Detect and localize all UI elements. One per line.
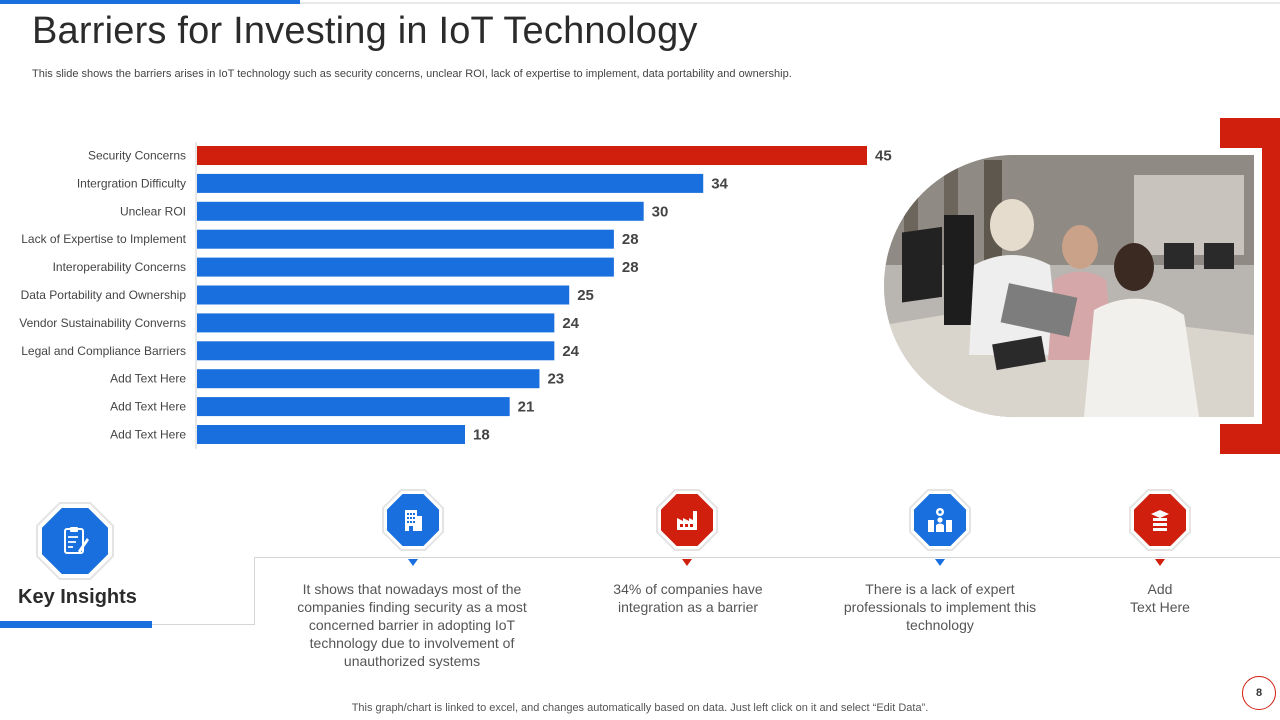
bar-6[interactable]: [197, 285, 570, 305]
page-number: 8: [1242, 676, 1276, 710]
value-label-1: 45: [875, 148, 892, 165]
professionals-icon: [928, 508, 952, 532]
insight-pointer-1: [408, 559, 418, 566]
bar-7[interactable]: [197, 313, 555, 333]
bar-8[interactable]: [197, 341, 555, 361]
insight-badge-4: [1129, 489, 1191, 551]
insight-badge-2: [656, 489, 718, 551]
category-label-2: Intergration Difficulty: [77, 176, 186, 190]
category-label-6: Data Portability and Ownership: [21, 288, 187, 302]
insight-text-2: 34% of companies have integration as a b…: [613, 581, 763, 615]
notepad-icon: [64, 527, 89, 554]
bar-chart[interactable]: Security Concerns 45 Intergration Difficul…: [0, 130, 900, 460]
value-label-3: 30: [652, 203, 669, 220]
bar-2[interactable]: [197, 173, 704, 193]
insight-pointer-2: [682, 559, 692, 566]
factory-icon: [677, 511, 697, 530]
bar-5[interactable]: [197, 257, 614, 277]
value-label-7: 24: [562, 315, 579, 332]
category-label-7: Vendor Sustainability Converns: [19, 316, 186, 330]
category-label-1: Security Concerns: [88, 149, 186, 163]
insight-text-4: Add Text Here: [1130, 581, 1190, 615]
insight-pointer-3: [935, 559, 945, 566]
insight-text-3: There is a lack of expert professionals …: [843, 581, 1037, 633]
category-label-4: Lack of Expertise to Implement: [21, 232, 186, 246]
value-label-9: 23: [547, 371, 564, 388]
top-accent-bar: [0, 0, 300, 4]
key-insights-heading: Key Insights: [18, 586, 137, 608]
category-label-11: Add Text Here: [110, 428, 186, 442]
category-label-8: Legal and Compliance Barriers: [21, 344, 186, 358]
insight-badge-3: [909, 489, 971, 551]
bar-3[interactable]: [197, 201, 644, 221]
insight-pointer-4: [1155, 559, 1165, 566]
office-building-icon: [405, 510, 422, 531]
insight-text-1: It shows that nowadays most of the compa…: [297, 581, 527, 669]
bar-1[interactable]: [197, 146, 867, 165]
insight-divider-vertical: [254, 557, 255, 625]
bar-9[interactable]: [197, 369, 540, 389]
value-label-5: 28: [622, 259, 639, 276]
stacked-books-icon: [1151, 510, 1169, 531]
insight-accent-bar: [0, 621, 152, 628]
value-label-6: 25: [577, 287, 594, 304]
value-label-11: 18: [473, 427, 490, 444]
value-label-10: 21: [518, 399, 535, 416]
category-label-3: Unclear ROI: [120, 204, 186, 218]
bar-10[interactable]: [197, 397, 510, 417]
category-label-9: Add Text Here: [110, 372, 186, 386]
value-label-2: 34: [711, 175, 728, 192]
footer-note: This graph/chart is linked to excel, and…: [351, 702, 929, 714]
slide-subtitle: This slide shows the barriers arises in …: [32, 68, 792, 80]
value-label-4: 28: [622, 231, 639, 248]
top-rule: [0, 2, 1280, 4]
bar-4[interactable]: [197, 229, 614, 249]
insight-divider-horizontal: [254, 557, 1280, 558]
category-label-10: Add Text Here: [110, 400, 186, 414]
insight-badge-1: [382, 489, 444, 551]
team-photo: [884, 155, 1254, 417]
category-label-5: Interoperability Concerns: [53, 260, 186, 274]
bar-11[interactable]: [197, 425, 465, 444]
value-label-8: 24: [562, 343, 579, 360]
key-insights-badge: [36, 502, 114, 580]
slide-title: Barriers for Investing in IoT Technology: [32, 10, 698, 52]
